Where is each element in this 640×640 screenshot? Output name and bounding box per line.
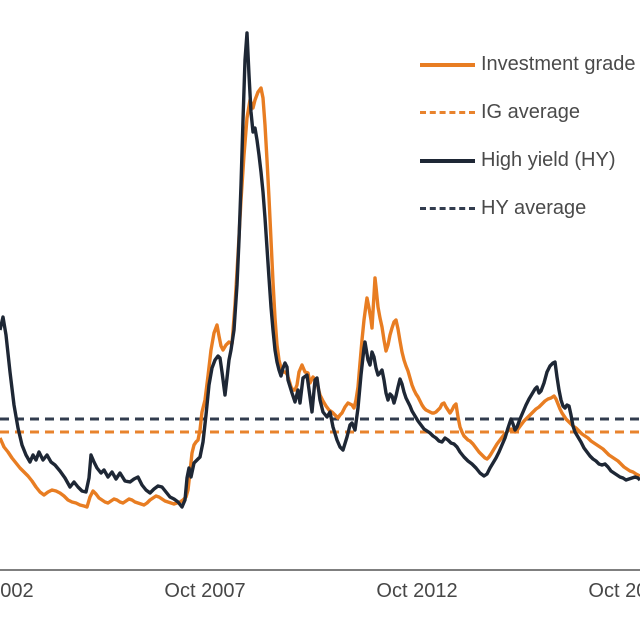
- legend-label-high-yield: High yield (HY): [481, 149, 616, 171]
- legend-item-high-yield: High yield (HY): [420, 149, 640, 171]
- investment-grade-series-line: [0, 86, 640, 509]
- investment-grade-line-swatch: [420, 62, 475, 67]
- legend-label-investment-grade: Investment grade: [481, 53, 636, 75]
- legend-label-hy-average: HY average: [481, 197, 587, 219]
- legend-item-hy-average: HY average: [420, 197, 640, 219]
- ig-average-dash-swatch: [420, 111, 475, 114]
- legend-item-ig-average: IG average: [420, 101, 640, 123]
- high-yield-line-swatch: [420, 158, 475, 163]
- hy-average-dash-swatch: [420, 207, 475, 210]
- legend: Investment grade IG average High yield (…: [420, 53, 640, 219]
- high-yield-series-line: [0, 31, 640, 509]
- legend-item-investment-grade: Investment grade: [420, 53, 640, 75]
- legend-label-ig-average: IG average: [481, 101, 580, 123]
